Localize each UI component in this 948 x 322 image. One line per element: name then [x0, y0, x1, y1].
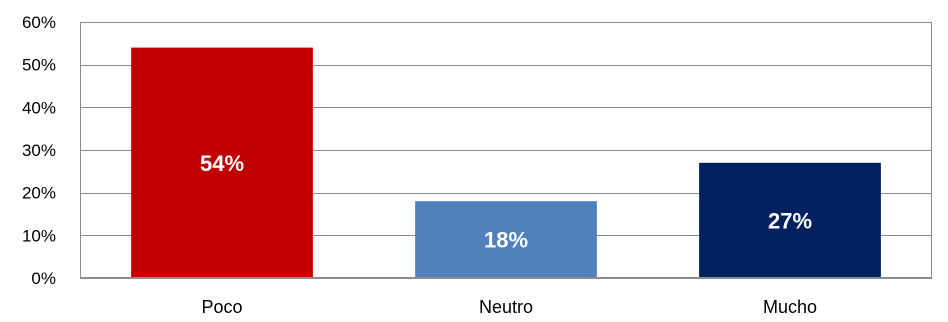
data-label-neutro: 18%: [484, 228, 528, 253]
category-label-poco: Poco: [201, 297, 242, 317]
y-tick-label: 20%: [22, 184, 56, 203]
x-axis-category-labels: Poco Neutro Mucho: [201, 297, 817, 317]
data-label-poco: 54%: [200, 151, 244, 176]
bars: [131, 47, 881, 278]
y-tick-label: 0%: [31, 269, 56, 288]
y-tick-label: 30%: [22, 141, 56, 160]
bar-neutro: [415, 201, 597, 278]
y-tick-label: 10%: [22, 226, 56, 245]
category-label-neutro: Neutro: [479, 297, 533, 317]
y-tick-label: 50%: [22, 56, 56, 75]
y-tick-label: 60%: [22, 13, 56, 32]
y-tick-label: 40%: [22, 98, 56, 117]
plot-area-border: [80, 22, 932, 278]
data-labels: 54% 18% 27%: [200, 151, 812, 253]
bar-poco: [131, 47, 313, 278]
y-axis-tick-labels: 0% 10% 20% 30% 40% 50% 60%: [22, 13, 56, 288]
bar-mucho: [699, 162, 881, 278]
data-label-mucho: 27%: [768, 208, 812, 233]
category-label-mucho: Mucho: [763, 297, 817, 317]
